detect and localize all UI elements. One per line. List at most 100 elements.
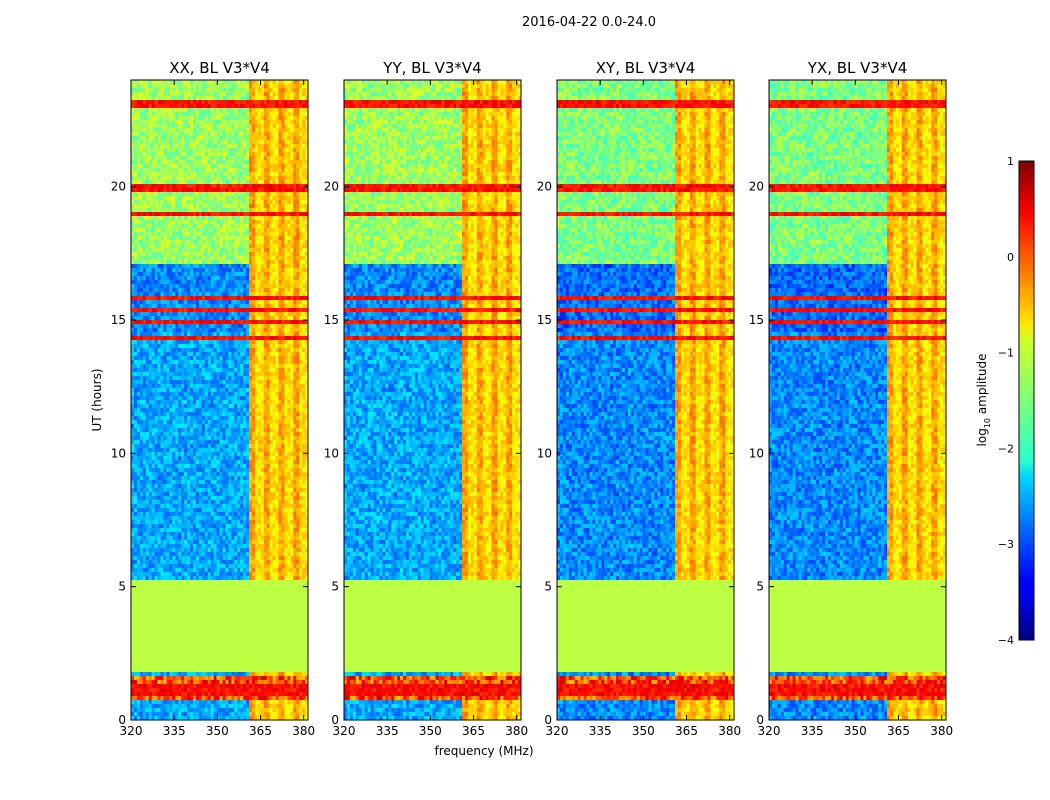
heatmap-cell (214, 88, 217, 92)
heatmap-cell (175, 132, 178, 136)
heatmap-cell (187, 100, 190, 104)
heatmap-cell (281, 120, 284, 124)
heatmap-cell (264, 132, 267, 136)
heatmap-cell (281, 84, 284, 88)
heatmap-cell (140, 136, 143, 140)
heatmap-cell (255, 96, 258, 100)
heatmap-cell (252, 132, 255, 136)
heatmap-cell (137, 88, 140, 92)
heatmap-cell (249, 144, 252, 148)
heatmap-cell (281, 128, 284, 132)
heatmap-cell (158, 112, 161, 116)
heatmap-cell (190, 84, 193, 88)
heatmap-cell (196, 124, 199, 128)
heatmap-cell (225, 148, 228, 152)
heatmap-cell (140, 108, 143, 112)
heatmap-cell (143, 144, 146, 148)
heatmap-cell (293, 112, 296, 116)
heatmap-cell (184, 116, 187, 120)
heatmap-cell (143, 128, 146, 132)
heatmap-cell (199, 116, 202, 120)
heatmap-cell (240, 100, 243, 104)
heatmap-cell (225, 116, 228, 120)
heatmap-cell (290, 108, 293, 112)
heatmap-cell (249, 84, 252, 88)
heatmap-cell (199, 104, 202, 108)
heatmap-cell (264, 112, 267, 116)
heatmap-cell (134, 88, 137, 92)
heatmap-cell (187, 144, 190, 148)
heatmap-cell (140, 128, 143, 132)
heatmap-cell (302, 140, 305, 144)
heatmap-cell (267, 88, 270, 92)
heatmap-cell (161, 124, 164, 128)
heatmap-cell (258, 120, 261, 124)
heatmap-cell (175, 104, 178, 108)
heatmap-cell (187, 116, 190, 120)
heatmap-cell (225, 100, 228, 104)
heatmap-cell (137, 84, 140, 88)
heatmap-cell (163, 92, 166, 96)
heatmap-cell (172, 96, 175, 100)
heatmap-cell (299, 88, 302, 92)
heatmap-cell (261, 144, 264, 148)
heatmap-cell (237, 96, 240, 100)
heatmap-cell (205, 140, 208, 144)
heatmap-cell (258, 140, 261, 144)
heatmap-cell (228, 92, 231, 96)
heatmap-cell (258, 96, 261, 100)
heatmap-cell (220, 100, 223, 104)
heatmap-cell (181, 108, 184, 112)
heatmap-cell (220, 148, 223, 152)
heatmap-cell (249, 128, 252, 132)
heatmap-cell (246, 100, 249, 104)
heatmap-cell (184, 136, 187, 140)
heatmap-cell (240, 136, 243, 140)
heatmap-cell (220, 144, 223, 148)
heatmap-cell (255, 100, 258, 104)
heatmap-cell (252, 148, 255, 152)
heatmap-cell (299, 136, 302, 140)
heatmap-cell (287, 92, 290, 96)
heatmap-cell (287, 140, 290, 144)
heatmap-cell (202, 124, 205, 128)
heatmap-cell (237, 84, 240, 88)
heatmap-cell (279, 108, 282, 112)
heatmap-cell (296, 80, 299, 84)
heatmap-cell (131, 152, 134, 156)
heatmap-cell (152, 100, 155, 104)
heatmap-cell (290, 124, 293, 128)
heatmap-cell (190, 104, 193, 108)
heatmap-cell (252, 144, 255, 148)
heatmap-cell (193, 136, 196, 140)
heatmap-cell (270, 140, 273, 144)
heatmap-cell (228, 88, 231, 92)
heatmap-cell (178, 116, 181, 120)
heatmap-cell (276, 84, 279, 88)
heatmap-cell (146, 140, 149, 144)
heatmap-cell (273, 88, 276, 92)
heatmap-cell (181, 112, 184, 116)
heatmap-cell (208, 92, 211, 96)
heatmap-cell (299, 132, 302, 136)
heatmap-cell (302, 132, 305, 136)
heatmap-cell (155, 104, 158, 108)
heatmap-cell (211, 108, 214, 112)
heatmap-cell (193, 88, 196, 92)
heatmap-cell (264, 124, 267, 128)
heatmap-cell (137, 92, 140, 96)
heatmap-cell (193, 104, 196, 108)
heatmap-cell (131, 116, 134, 120)
heatmap-cell (296, 116, 299, 120)
heatmap-cell (193, 128, 196, 132)
heatmap-cell (181, 128, 184, 132)
heatmap-cell (281, 104, 284, 108)
heatmap-cell (276, 136, 279, 140)
heatmap-cell (131, 92, 134, 96)
heatmap-cell (270, 112, 273, 116)
heatmap-cell (228, 80, 231, 84)
heatmap-cell (181, 104, 184, 108)
heatmap-cell (246, 144, 249, 148)
heatmap-cell (276, 96, 279, 100)
heatmap-cell (143, 124, 146, 128)
